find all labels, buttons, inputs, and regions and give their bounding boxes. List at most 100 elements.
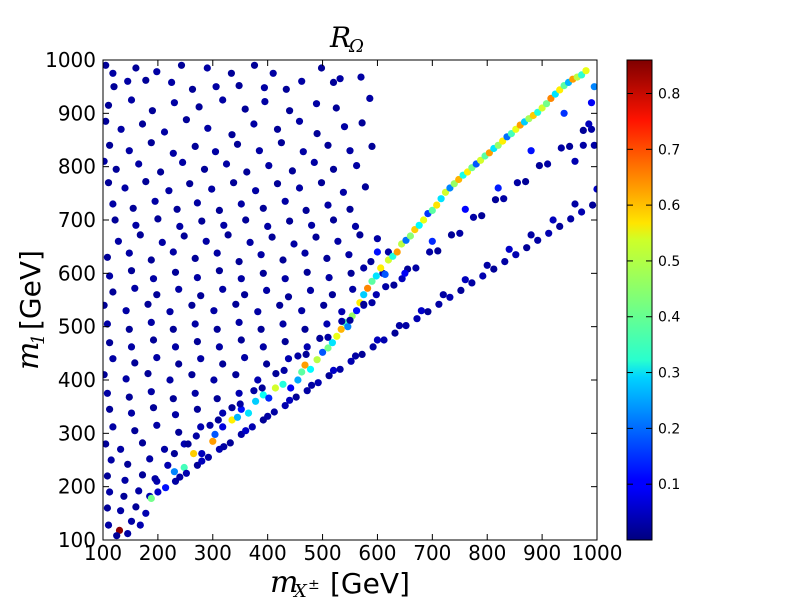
data-point xyxy=(265,162,273,170)
data-point xyxy=(310,158,318,166)
data-point xyxy=(306,286,315,294)
data-point xyxy=(125,325,133,333)
data-point xyxy=(206,421,214,429)
data-point xyxy=(191,389,199,397)
data-point xyxy=(261,98,269,106)
data-point xyxy=(590,141,597,149)
data-point xyxy=(168,78,176,86)
data-point xyxy=(235,258,243,266)
data-point xyxy=(346,147,354,155)
data-point xyxy=(527,147,535,155)
data-point xyxy=(542,100,551,108)
data-point xyxy=(103,157,108,165)
data-point xyxy=(121,184,129,192)
data-point xyxy=(428,206,436,214)
data-point xyxy=(292,393,300,401)
data-point xyxy=(125,147,133,155)
data-point xyxy=(179,158,187,166)
data-point xyxy=(147,318,155,326)
data-point xyxy=(132,503,140,511)
data-point xyxy=(215,343,223,351)
data-point xyxy=(547,94,555,102)
data-point xyxy=(567,215,575,223)
data-point xyxy=(175,360,183,368)
colorbar-tick-label: 0.8 xyxy=(658,86,680,102)
data-point xyxy=(193,199,201,207)
data-point xyxy=(556,86,564,94)
data-point xyxy=(280,366,288,374)
data-point xyxy=(317,179,326,187)
data-point xyxy=(351,352,360,360)
data-point xyxy=(237,275,245,283)
data-point xyxy=(197,355,205,363)
data-point xyxy=(284,355,293,363)
data-point xyxy=(364,284,372,292)
data-point xyxy=(171,268,180,276)
data-point xyxy=(230,179,238,187)
data-point xyxy=(560,109,568,117)
x-tick-label: 500 xyxy=(303,541,341,565)
data-point xyxy=(120,492,128,500)
data-point xyxy=(149,404,158,412)
ylabel-sub: 1 xyxy=(28,334,49,345)
data-point xyxy=(258,384,266,392)
data-point xyxy=(303,343,311,351)
data-point xyxy=(273,180,282,188)
data-point xyxy=(391,329,399,337)
data-point xyxy=(191,320,199,328)
colorbar-tick-label: 0.3 xyxy=(658,366,680,382)
data-point xyxy=(324,344,332,352)
data-point xyxy=(329,366,338,374)
data-point xyxy=(144,370,152,378)
data-point xyxy=(360,300,368,308)
data-point xyxy=(219,423,227,431)
data-point xyxy=(273,125,282,133)
y-tick-label: 700 xyxy=(58,208,96,232)
data-point xyxy=(235,389,243,397)
data-point xyxy=(241,291,249,299)
data-point xyxy=(295,184,304,192)
data-point xyxy=(257,251,265,259)
data-point xyxy=(233,140,242,148)
data-point xyxy=(340,123,349,131)
data-point xyxy=(349,285,357,293)
data-point xyxy=(109,423,117,431)
data-point xyxy=(545,229,553,237)
data-point xyxy=(131,359,139,367)
data-point xyxy=(131,427,139,435)
data-point xyxy=(320,301,328,309)
data-point xyxy=(534,236,542,244)
data-point xyxy=(109,288,117,296)
data-point xyxy=(117,507,125,515)
data-point xyxy=(281,338,289,346)
data-point xyxy=(276,301,284,309)
data-point xyxy=(358,350,366,358)
data-point xyxy=(160,445,169,453)
data-point xyxy=(106,141,114,149)
data-point xyxy=(142,76,150,84)
data-point xyxy=(316,334,324,342)
data-point xyxy=(505,245,513,253)
data-point xyxy=(477,156,485,164)
data-point xyxy=(446,293,454,301)
data-point xyxy=(180,463,188,472)
data-point xyxy=(255,147,263,155)
data-point xyxy=(384,248,392,256)
data-point xyxy=(171,343,180,351)
data-point xyxy=(358,119,366,127)
data-point xyxy=(360,291,368,299)
title-subscript: Ω xyxy=(348,36,364,57)
data-point xyxy=(279,320,287,328)
data-point xyxy=(295,117,304,125)
data-point xyxy=(593,185,597,193)
data-point xyxy=(557,144,565,152)
data-point xyxy=(313,356,321,364)
data-point xyxy=(469,213,478,221)
y-tick-label: 100 xyxy=(58,528,96,552)
data-point xyxy=(395,322,403,330)
data-point xyxy=(334,237,342,245)
data-point xyxy=(485,149,493,157)
data-point xyxy=(200,165,209,173)
x-tick-label: 700 xyxy=(413,541,451,565)
colorbar-gradient xyxy=(626,59,653,541)
